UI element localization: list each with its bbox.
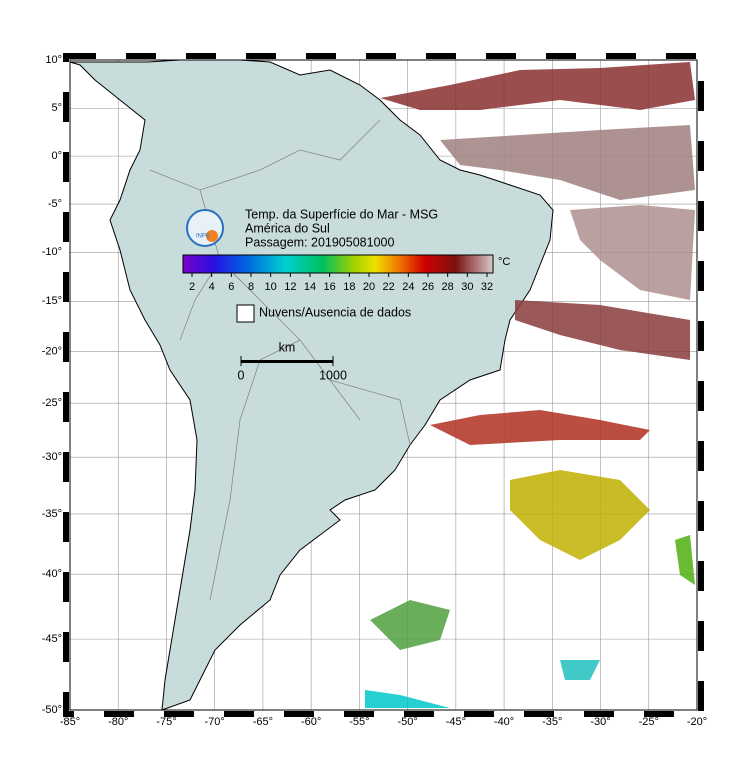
colorbar-tick-label: 26 [422,281,434,293]
legend-label: Nuvens/Ausencia de dados [259,305,411,319]
lat-tick-label: -10° [42,246,62,258]
scale-bar [241,360,333,363]
lon-tick-label: -85° [60,716,80,728]
lon-tick-label: -20° [687,716,707,728]
lon-tick-label: -30° [590,716,610,728]
logo [186,209,224,247]
colorbar-tick-label: 28 [442,281,454,293]
sst-imagery [365,62,695,708]
legend-swatch [236,304,255,323]
lon-tick-label: -65° [253,716,273,728]
borders [149,119,411,601]
lat-tick-label: -5° [48,198,62,210]
lat-tick-label: -50° [42,704,62,716]
lon-tick-label: -80° [108,716,128,728]
lat-tick-label: -30° [42,451,62,463]
lat-tick-label: -40° [42,568,62,580]
title-line: América do Sul [245,221,330,235]
lat-tick-label: 10° [45,54,62,66]
colorbar-tick-label: 4 [209,281,215,293]
lon-tick-label: -50° [397,716,417,728]
lon-tick-label: -35° [542,716,562,728]
lon-tick-label: -70° [205,716,225,728]
lon-tick-label: -60° [301,716,321,728]
colorbar-tick-label: 8 [248,281,254,293]
lon-tick-label: -75° [156,716,176,728]
lon-tick-label: -55° [349,716,369,728]
colorbar-tick-label: 30 [461,281,473,293]
lat-tick-label: -20° [42,345,62,357]
lon-tick-label: -25° [639,716,659,728]
colorbar-tick-label: 12 [284,281,296,293]
lat-tick-label: -25° [42,397,62,409]
colorbar-tick-label: 20 [363,281,375,293]
scale-tick-label: 1000 [319,368,347,382]
lon-tick-label: -45° [446,716,466,728]
colorbar-tick-label: 2 [189,281,195,293]
colorbar-tick-label: 32 [481,281,493,293]
colorbar-tick-label: 10 [265,281,277,293]
lat-tick-label: 0° [51,150,62,162]
title-line: Temp. da Superfície do Mar - MSG [245,207,438,221]
lat-tick-label: -15° [42,295,62,307]
logo-dot [206,230,218,242]
colorbar-tick-label: 22 [383,281,395,293]
lat-tick-label: -45° [42,633,62,645]
scale-unit: km [279,340,296,354]
scale-tick-label: 0 [238,368,245,382]
lat-tick-label: 5° [51,102,62,114]
colorbar-unit: °C [498,256,510,268]
map-frame [69,59,698,711]
colorbar [182,254,494,274]
logo-text: INPE [196,234,210,240]
lon-tick-label: -40° [494,716,514,728]
colorbar-tick-label: 24 [402,281,414,293]
colorbar-tick-label: 18 [343,281,355,293]
colorbar-tick-label: 14 [304,281,316,293]
title-line: Passagem: 201905081000 [245,235,394,249]
colorbar-tick-label: 6 [228,281,234,293]
colorbar-tick-label: 16 [324,281,336,293]
frame-band [63,53,704,717]
lat-tick-label: -35° [42,508,62,520]
